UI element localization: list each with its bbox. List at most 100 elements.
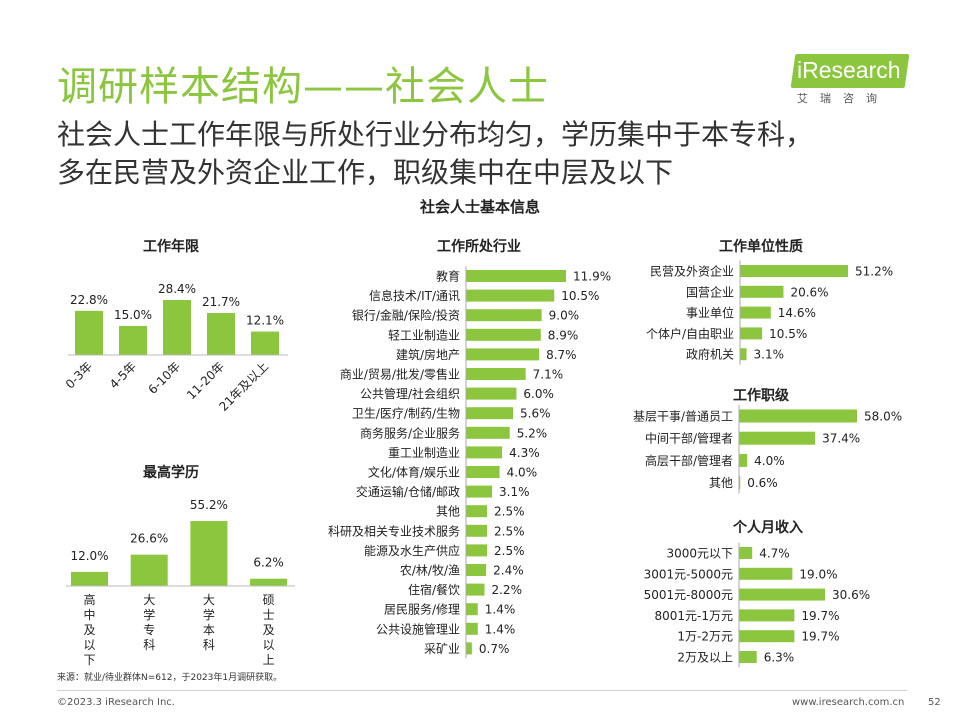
value-label: 8.9% — [548, 328, 579, 342]
value-label: 5.6% — [520, 407, 551, 421]
bar-industry — [466, 309, 542, 322]
value-label: 10.5% — [561, 289, 599, 303]
bar-industry — [466, 485, 493, 498]
bar-monthly-income — [739, 588, 825, 601]
category-label: 事业单位 — [686, 305, 734, 320]
bar-work-years — [251, 331, 279, 355]
value-label: 4.7% — [759, 547, 790, 561]
bar-industry — [466, 544, 488, 557]
value-label: 4.0% — [754, 454, 785, 468]
monthly-income-title: 个人月收入 — [733, 520, 803, 536]
bar-industry — [466, 583, 485, 596]
bar-monthly-income — [739, 547, 753, 559]
bar-employer-type — [740, 306, 771, 319]
bar-monthly-income — [739, 567, 793, 580]
bar-job-level — [739, 476, 741, 490]
category-label: 商业/贸易/批发/零售业 — [340, 367, 460, 382]
value-label: 3.1% — [754, 348, 785, 362]
job-level-title: 工作职级 — [733, 388, 789, 404]
category-label: 重工业制造业 — [388, 446, 460, 460]
value-label: 15.0% — [114, 308, 152, 322]
bar-industry — [466, 505, 488, 518]
bar-monthly-income — [739, 609, 795, 622]
bar-education — [71, 571, 108, 586]
category-label: 大学本科 — [203, 593, 215, 652]
bar-job-level — [739, 453, 748, 467]
category-label: 政府机关 — [686, 347, 734, 362]
value-label: 2.5% — [494, 524, 525, 538]
category-label: 商务服务/企业服务 — [360, 425, 460, 440]
category-label: 公共管理/社会组织 — [360, 386, 460, 401]
category-label: 信息技术/IT/通讯 — [369, 288, 460, 303]
value-label: 19.7% — [801, 609, 839, 623]
category-label: 民营及外资企业 — [650, 264, 734, 279]
value-label: 9.0% — [549, 309, 580, 323]
bar-employer-type — [740, 265, 848, 277]
value-label: 5.2% — [517, 426, 548, 440]
bar-education — [250, 578, 288, 586]
bar-job-level — [739, 431, 816, 445]
category-label: 5001元-8000元 — [644, 588, 733, 602]
category-label: 银行/金融/保险/投资 — [352, 308, 460, 323]
bar-industry — [466, 368, 526, 380]
category-label: 硕士及以上 — [263, 593, 275, 667]
value-label: 20.6% — [790, 285, 828, 299]
bar-industry — [466, 407, 514, 420]
bar-industry — [466, 426, 510, 439]
bar-industry — [466, 622, 478, 635]
value-label: 6.0% — [523, 387, 554, 401]
bar-industry — [466, 387, 517, 400]
value-label: 2.4% — [493, 564, 524, 578]
bar-industry — [466, 446, 503, 459]
category-label: 文化/体育/娱乐业 — [368, 465, 460, 480]
bar-industry — [466, 564, 487, 576]
bar-employer-type — [740, 348, 747, 361]
category-label: 高层干部/管理者 — [645, 453, 733, 468]
value-label: 8.7% — [546, 348, 577, 362]
value-label: 19.0% — [799, 567, 837, 581]
bar-industry — [466, 289, 555, 302]
work-years-title: 工作年限 — [143, 239, 199, 255]
category-label: 交通运输/仓储/邮政 — [356, 484, 460, 499]
value-label: 3.1% — [499, 485, 530, 499]
bar-industry — [466, 348, 540, 361]
bar-industry — [466, 642, 472, 655]
category-label: 其他 — [709, 476, 733, 490]
category-label: 其他 — [436, 505, 460, 519]
category-label: 建筑/房地产 — [396, 347, 460, 362]
value-label: 22.8% — [70, 293, 108, 307]
category-label: 科研及相关专业技术服务 — [328, 523, 460, 538]
value-label: 12.0% — [70, 549, 108, 563]
category-label: 2万及以上 — [677, 651, 733, 665]
value-label: 21.7% — [202, 295, 240, 309]
bar-industry — [466, 524, 488, 537]
bar-job-level — [739, 409, 857, 423]
bar-industry — [466, 328, 541, 341]
category-label: 8001元-1万元 — [654, 609, 733, 623]
value-label: 6.3% — [764, 651, 795, 665]
copyright: ©2023.3 iResearch Inc. — [57, 697, 175, 708]
category-label: 采矿业 — [424, 642, 460, 656]
source-note: 来源：就业/待业群体N=612，于2023年1月调研获取。 — [57, 673, 283, 683]
iresearch-logo: iResearch 艾瑞咨询 — [790, 50, 910, 108]
category-label: 公共设施管理业 — [376, 621, 460, 636]
category-label: 住宿/餐饮 — [408, 582, 460, 597]
bar-work-years — [163, 300, 191, 355]
value-label: 2.5% — [494, 544, 525, 558]
value-label: 2.2% — [491, 583, 522, 597]
value-label: 51.2% — [855, 265, 893, 279]
category-label: 高中及以下 — [83, 592, 95, 667]
value-label: 28.4% — [158, 282, 196, 296]
category-label: 教育 — [436, 269, 460, 284]
value-label: 30.6% — [832, 588, 870, 602]
value-label: 55.2% — [190, 498, 228, 512]
value-label: 14.6% — [778, 306, 816, 320]
value-label: 10.5% — [769, 327, 807, 341]
value-label: 11.9% — [573, 270, 611, 284]
value-label: 1.4% — [485, 603, 516, 617]
page-title: 调研样本结构——社会人士 — [57, 64, 549, 110]
category-label: 能源及水生产供应 — [364, 543, 460, 558]
page-subtitle: 社会人士工作年限与所处行业分布均匀，学历集中于本专科， 多在民营及外资企业工作，… — [57, 116, 813, 192]
